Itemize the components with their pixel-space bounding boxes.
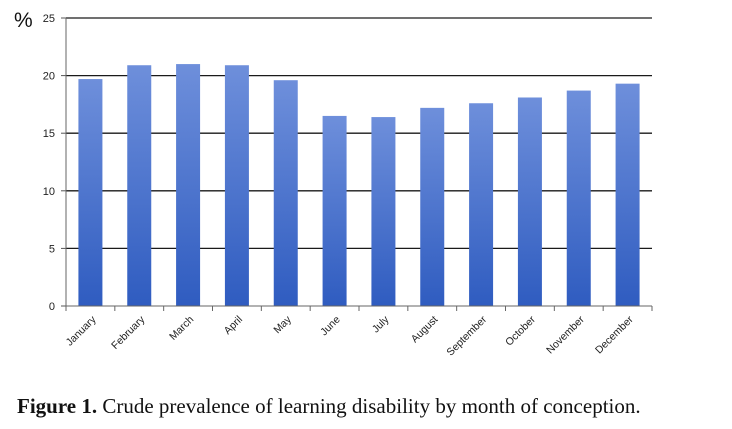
bar <box>371 117 396 307</box>
x-category-label: June <box>318 314 343 339</box>
y-tick-label: 20 <box>43 71 55 83</box>
x-category-label: August <box>409 314 441 346</box>
y-tick-label: 10 <box>43 186 55 198</box>
x-category-label: July <box>370 313 392 335</box>
x-category-label: January <box>64 313 99 348</box>
axes <box>65 18 653 311</box>
bar <box>127 65 152 307</box>
x-category-label: April <box>222 314 245 337</box>
x-category-label: September <box>444 313 489 358</box>
y-tick-label: 0 <box>49 301 55 313</box>
y-tick-label: 25 <box>43 13 55 25</box>
bar <box>273 80 298 306</box>
figure-caption: Figure 1. Crude prevalence of learning d… <box>17 394 727 419</box>
bar <box>78 79 103 306</box>
figure-label: Figure 1. <box>17 394 98 418</box>
x-category-label: November <box>544 313 587 356</box>
caption-text: Crude prevalence of learning disability … <box>102 394 641 418</box>
bar <box>469 103 494 306</box>
y-tick-label: 5 <box>49 243 55 255</box>
x-category-label: March <box>167 314 196 343</box>
x-category-label: May <box>271 313 294 336</box>
bar <box>615 83 640 306</box>
x-category-label: October <box>503 313 538 348</box>
bar <box>566 90 591 307</box>
x-category-label: December <box>593 313 636 356</box>
bar <box>176 64 201 306</box>
y-unit-label: % <box>14 9 33 32</box>
y-tick-labels: 0 5 10 15 20 25 <box>43 13 55 313</box>
bar <box>322 115 347 306</box>
bar <box>224 65 249 307</box>
gridlines <box>61 17 652 307</box>
y-tick-label: 15 <box>43 128 55 140</box>
x-category-labels: January February March April May June July Augu… <box>64 313 636 358</box>
bar <box>517 97 542 306</box>
x-category-label: February <box>109 313 148 352</box>
bar <box>420 107 445 306</box>
bars <box>78 64 640 307</box>
